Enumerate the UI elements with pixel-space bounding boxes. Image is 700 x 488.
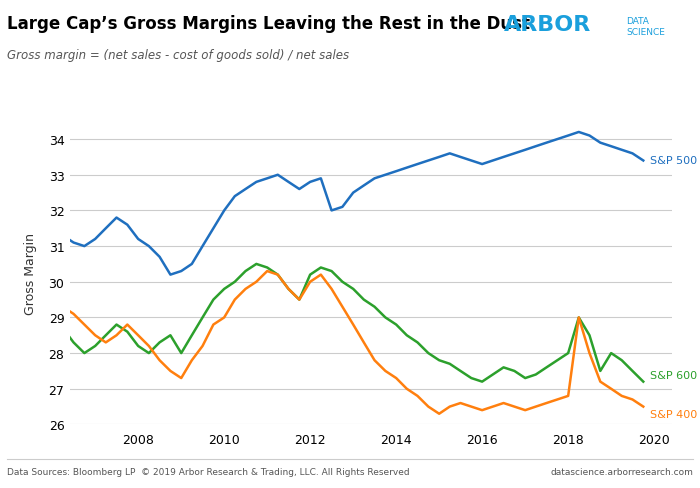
Text: ARBOR: ARBOR <box>504 15 592 35</box>
Text: S&P 600 Small Cap: S&P 600 Small Cap <box>650 370 700 380</box>
Text: Data Sources: Bloomberg LP  © 2019 Arbor Research & Trading, LLC. All Rights Res: Data Sources: Bloomberg LP © 2019 Arbor … <box>7 467 409 476</box>
Text: Gross margin = (net sales - cost of goods sold) / net sales: Gross margin = (net sales - cost of good… <box>7 49 349 62</box>
Text: DATA
SCIENCE: DATA SCIENCE <box>626 17 666 37</box>
Text: S&P 400 Mid Cap: S&P 400 Mid Cap <box>650 409 700 419</box>
Text: datascience.arborresearch.com: datascience.arborresearch.com <box>550 467 693 476</box>
Y-axis label: Gross Margin: Gross Margin <box>25 232 38 314</box>
Text: Large Cap’s Gross Margins Leaving the Rest in the Dust: Large Cap’s Gross Margins Leaving the Re… <box>7 15 530 33</box>
Text: S&P 500 Large Cap: S&P 500 Large Cap <box>650 156 700 166</box>
